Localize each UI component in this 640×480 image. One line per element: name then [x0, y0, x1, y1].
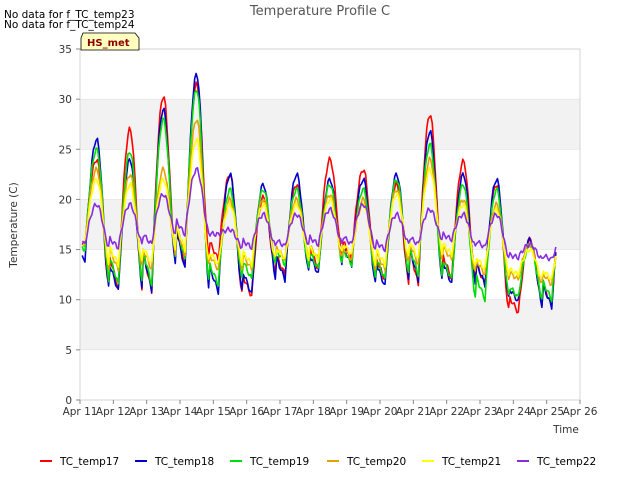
badge-label: HS_met: [87, 38, 130, 49]
x-tick-label: Apr 13: [129, 406, 164, 418]
station-badge: HS_met: [80, 32, 140, 51]
legend-label: TC_temp21: [441, 456, 501, 468]
y-tick-label: 20: [59, 194, 72, 206]
legend: TC_temp17 TC_temp18 TC_temp19 TC_temp20 TC_t…: [40, 456, 596, 468]
x-tick-label: Apr 17: [263, 406, 298, 418]
y-tick-label: 25: [59, 144, 72, 156]
legend-item-TC_temp19: TC_temp19: [230, 456, 309, 468]
y-tick-label: 30: [59, 94, 72, 106]
legend-label: TC_temp20: [346, 456, 406, 468]
y-tick-label: 10: [59, 295, 72, 307]
x-tick-label: Apr 14: [163, 406, 198, 418]
legend-item-TC_temp22: TC_temp22: [517, 456, 596, 468]
plot-frame: [79, 48, 581, 401]
legend-item-TC_temp18: TC_temp18: [135, 456, 214, 468]
y-tick-label: 0: [65, 395, 72, 407]
legend-label: TC_temp22: [536, 456, 596, 468]
y-axis-label: Temperature (C): [8, 182, 20, 268]
x-tick-label: Apr 24: [496, 406, 531, 418]
grid-band: [80, 99, 580, 150]
no-data-note-2: No data for f_TC_temp24: [4, 19, 135, 31]
series-line-TC_temp22: [81, 167, 557, 262]
x-tick-label: Apr 15: [196, 406, 231, 418]
x-tick-label: Apr 16: [229, 406, 264, 418]
x-tick-label: Apr 21: [396, 406, 431, 418]
legend-item-TC_temp20: TC_temp20: [327, 456, 406, 468]
legend-label: TC_temp17: [59, 456, 119, 468]
grid-band: [80, 299, 580, 350]
x-tick-label: Apr 18: [296, 406, 331, 418]
x-tick-label: Apr 20: [363, 406, 398, 418]
y-tick-label: 5: [65, 345, 72, 357]
y-tick-label: 15: [59, 245, 72, 257]
x-tick-label: Apr 26: [563, 406, 598, 418]
legend-item-TC_temp21: TC_temp21: [422, 456, 501, 468]
series-lines: [81, 72, 557, 314]
x-tick-label: Apr 25: [529, 406, 564, 418]
series-line-TC_temp21: [81, 137, 557, 281]
x-tick-label: Apr 11: [63, 406, 98, 418]
x-tick-label: Apr 12: [96, 406, 131, 418]
legend-label: TC_temp18: [154, 456, 214, 468]
x-tick-label: Apr 22: [429, 406, 464, 418]
no-data-note-1: No data for f_TC_temp23: [4, 9, 135, 21]
y-tick-label: 35: [59, 44, 72, 56]
legend-label: TC_temp19: [249, 456, 309, 468]
x-axis-label: Time: [552, 424, 579, 436]
x-tick-label: Apr 19: [329, 406, 364, 418]
legend-item-TC_temp17: TC_temp17: [40, 456, 119, 468]
chart-title: Temperature Profile C: [249, 4, 390, 19]
x-tick-label: Apr 23: [463, 406, 498, 418]
